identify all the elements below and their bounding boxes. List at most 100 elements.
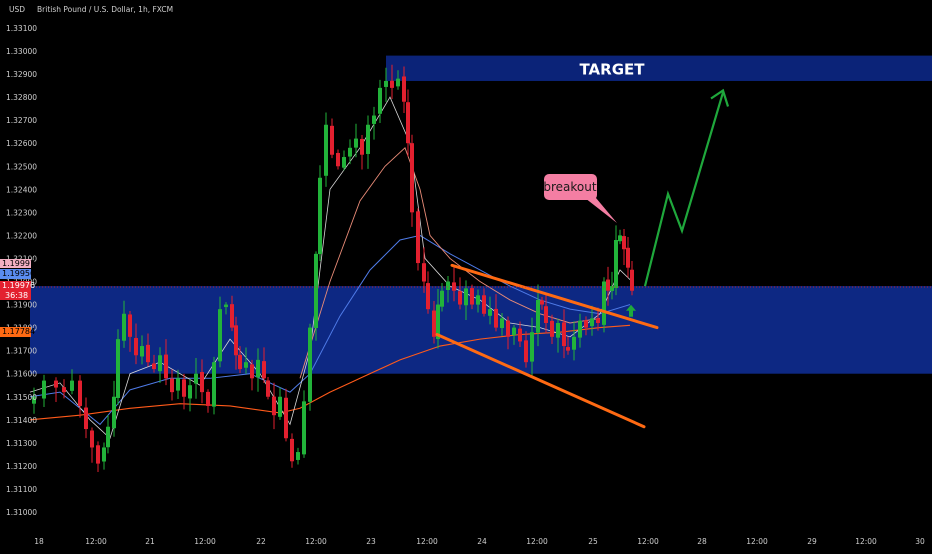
candle-bull	[440, 290, 444, 307]
price-tick-label: 1.33000	[6, 47, 37, 56]
candle-bear	[540, 300, 544, 305]
candle-bear	[134, 338, 138, 356]
candle-bull	[372, 115, 376, 124]
time-tick-label: 12:00	[416, 537, 438, 546]
candle-bull	[224, 304, 228, 308]
time-tick-label: 28	[697, 537, 707, 546]
candle-bear	[402, 76, 406, 102]
candle-bear	[630, 269, 634, 291]
time-tick-label: 12:00	[855, 537, 877, 546]
candle-bull	[244, 362, 248, 368]
candle-bear	[250, 364, 254, 379]
candle-bull	[396, 78, 400, 87]
candle-bull	[366, 124, 370, 154]
ma-blue-line	[29, 234, 631, 426]
candle-bull	[500, 318, 504, 329]
candle-bear	[238, 354, 242, 370]
price-tick-label: 1.31900	[6, 301, 37, 310]
channel-lower-line[interactable]	[435, 333, 646, 429]
time-tick-label: 24	[477, 537, 487, 546]
candle-bull	[176, 378, 180, 391]
price-tick-label: 1.31300	[6, 439, 37, 448]
candle-bear	[78, 380, 82, 406]
candle-bull	[464, 288, 468, 306]
candle-bull	[302, 401, 306, 455]
candle-bull	[476, 295, 480, 305]
price-tick-label: 1.32500	[6, 162, 37, 171]
candle-bear	[458, 291, 462, 305]
svg-text:1.19997: 1.19997	[2, 259, 35, 268]
candle-bear	[284, 397, 288, 439]
candle-bear	[606, 279, 610, 291]
svg-text:1.19956: 1.19956	[2, 269, 35, 278]
candle-bear	[584, 320, 588, 328]
symbol-title[interactable]: British Pound / U.S. Dollar, 1h, FXCM	[37, 5, 173, 14]
price-tag-top: 1.19997	[0, 259, 35, 268]
time-axis[interactable]: 18 12:00 21 12:00 22 12:00 23 12:00 24 12:00 25 12:…	[34, 537, 925, 546]
price-tag-blue: 1.19956	[0, 269, 35, 279]
time-tick-label: 12:00	[85, 537, 107, 546]
svg-text:1.17784: 1.17784	[2, 327, 35, 336]
ma-fast-line	[29, 96, 633, 439]
candle-bull	[436, 304, 440, 340]
breakout-bubble-tail	[585, 198, 617, 223]
candle-bear	[84, 407, 88, 430]
candle-bear	[622, 236, 626, 250]
candle-bear	[550, 320, 554, 337]
candle-bull	[536, 299, 540, 333]
candle-bear	[410, 143, 414, 213]
candle-bull	[602, 281, 606, 325]
price-tick-label: 1.33100	[6, 24, 37, 33]
price-tick-label: 1.31000	[6, 508, 37, 517]
candle-bull	[512, 327, 516, 336]
candle-bear	[626, 247, 630, 268]
candle-bull	[308, 327, 312, 402]
candle-bull	[614, 240, 618, 289]
price-tick-label: 1.31600	[6, 370, 37, 379]
candle-bear	[164, 354, 168, 379]
price-tick-label: 1.32800	[6, 93, 37, 102]
candle-bear	[524, 340, 528, 363]
candle-bull	[384, 80, 388, 87]
target-zone	[386, 55, 932, 81]
candle-bull	[342, 157, 346, 168]
candle-bull	[212, 362, 216, 407]
candle-bear	[494, 308, 498, 328]
candle-bull	[488, 309, 492, 316]
candle-bear	[272, 396, 276, 416]
time-tick-label: 23	[366, 537, 376, 546]
projection-arrow[interactable]	[643, 92, 725, 287]
price-tag-current: 1.19976 36:38	[0, 281, 35, 300]
time-tick-label: 18	[34, 537, 44, 546]
candle-bear	[146, 344, 150, 363]
candle-bear	[206, 391, 210, 406]
candle-bear	[506, 320, 510, 337]
candles-group	[32, 64, 634, 473]
candle-bear	[128, 314, 132, 337]
svg-text:1.19976: 1.19976	[2, 281, 35, 290]
candle-bear	[96, 445, 100, 464]
candle-bull	[530, 332, 534, 362]
candle-bear	[596, 318, 600, 323]
time-tick-label: 25	[588, 537, 598, 546]
price-tick-label: 1.31500	[6, 393, 37, 402]
channel-upper-line[interactable]	[450, 263, 659, 330]
candle-bull	[378, 87, 382, 114]
price-tick-label: 1.32900	[6, 70, 37, 79]
price-tick-label: 1.32300	[6, 208, 37, 217]
candle-bull	[610, 286, 614, 291]
price-tick-label: 1.32700	[6, 116, 37, 125]
candle-bear	[390, 80, 394, 88]
time-tick-label: 12:00	[637, 537, 659, 546]
time-tick-label: 29	[807, 537, 817, 546]
candle-bull	[296, 452, 300, 460]
up-arrow-icon	[626, 304, 636, 317]
candle-bear	[452, 282, 456, 291]
candle-bull	[572, 336, 576, 350]
candle-bull	[354, 138, 358, 148]
candle-bear	[416, 211, 420, 264]
breakout-callout[interactable]: breakout	[543, 174, 617, 223]
candle-bull	[348, 147, 352, 157]
